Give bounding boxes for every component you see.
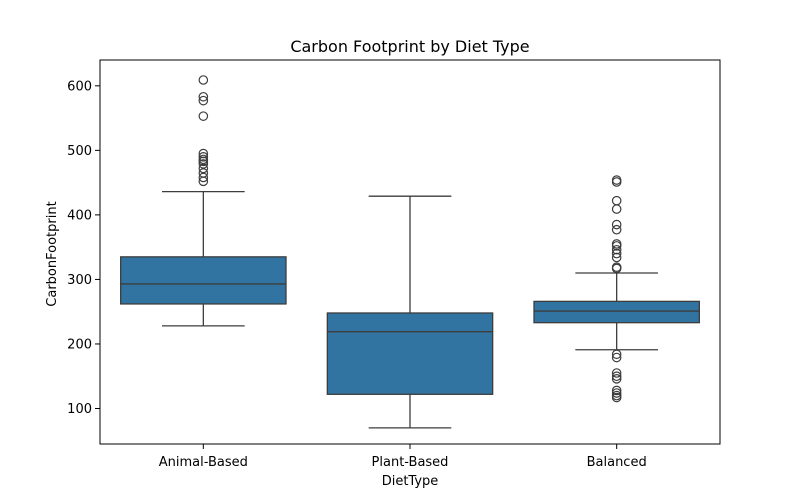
y-tick-label: 300 [67, 273, 92, 288]
box-group-animal-based [120, 75, 287, 327]
outlier-point [611, 385, 622, 396]
iqr-box [326, 312, 494, 395]
outlier-point [611, 371, 622, 382]
outlier-point [198, 148, 209, 159]
outlier-point [198, 111, 209, 121]
iqr-box [120, 256, 287, 305]
y-tick-label: 100 [67, 402, 92, 417]
outlier-point [198, 75, 209, 85]
outlier-point [198, 168, 209, 178]
outlier-point [611, 388, 622, 398]
outlier-point [611, 349, 622, 360]
y-tick-label: 400 [67, 208, 92, 223]
outlier-point [198, 95, 209, 106]
outlier-point [611, 195, 622, 206]
outlier-point [198, 91, 209, 102]
outlier-point [198, 159, 209, 169]
outlier-point [198, 154, 209, 165]
y-tick-label: 600 [67, 79, 92, 94]
outlier-point [611, 262, 622, 272]
x-tick-label: Plant-Based [372, 455, 449, 470]
outlier-point [611, 175, 622, 185]
chart-title: Carbon Footprint by Diet Type [290, 37, 529, 56]
iqr-box [533, 300, 700, 324]
outlier-point [198, 163, 209, 174]
box-group-plant-based [326, 195, 494, 429]
outlier-point [611, 224, 622, 235]
outlier-point [611, 252, 622, 263]
plot-area [120, 75, 700, 429]
outlier-point [611, 239, 622, 249]
outlier-point [198, 152, 209, 162]
outlier-point [611, 177, 622, 187]
outlier-point [611, 204, 622, 214]
box-group-balanced [533, 175, 700, 403]
outlier-point [611, 390, 622, 401]
y-axis-label: CarbonFootprint [45, 201, 60, 306]
y-tick-label: 200 [67, 337, 92, 352]
outlier-point [611, 352, 622, 363]
y-tick-label: 500 [67, 144, 92, 159]
outlier-point [611, 368, 622, 378]
x-tick-label: Animal-Based [159, 455, 248, 470]
outlier-point [611, 244, 622, 255]
x-tick-label: Balanced [587, 455, 647, 470]
x-axis-label: DietType [382, 474, 439, 489]
outlier-point [611, 219, 622, 230]
outlier-point [611, 248, 622, 259]
outlier-point [198, 172, 209, 183]
outlier-point [611, 374, 622, 384]
